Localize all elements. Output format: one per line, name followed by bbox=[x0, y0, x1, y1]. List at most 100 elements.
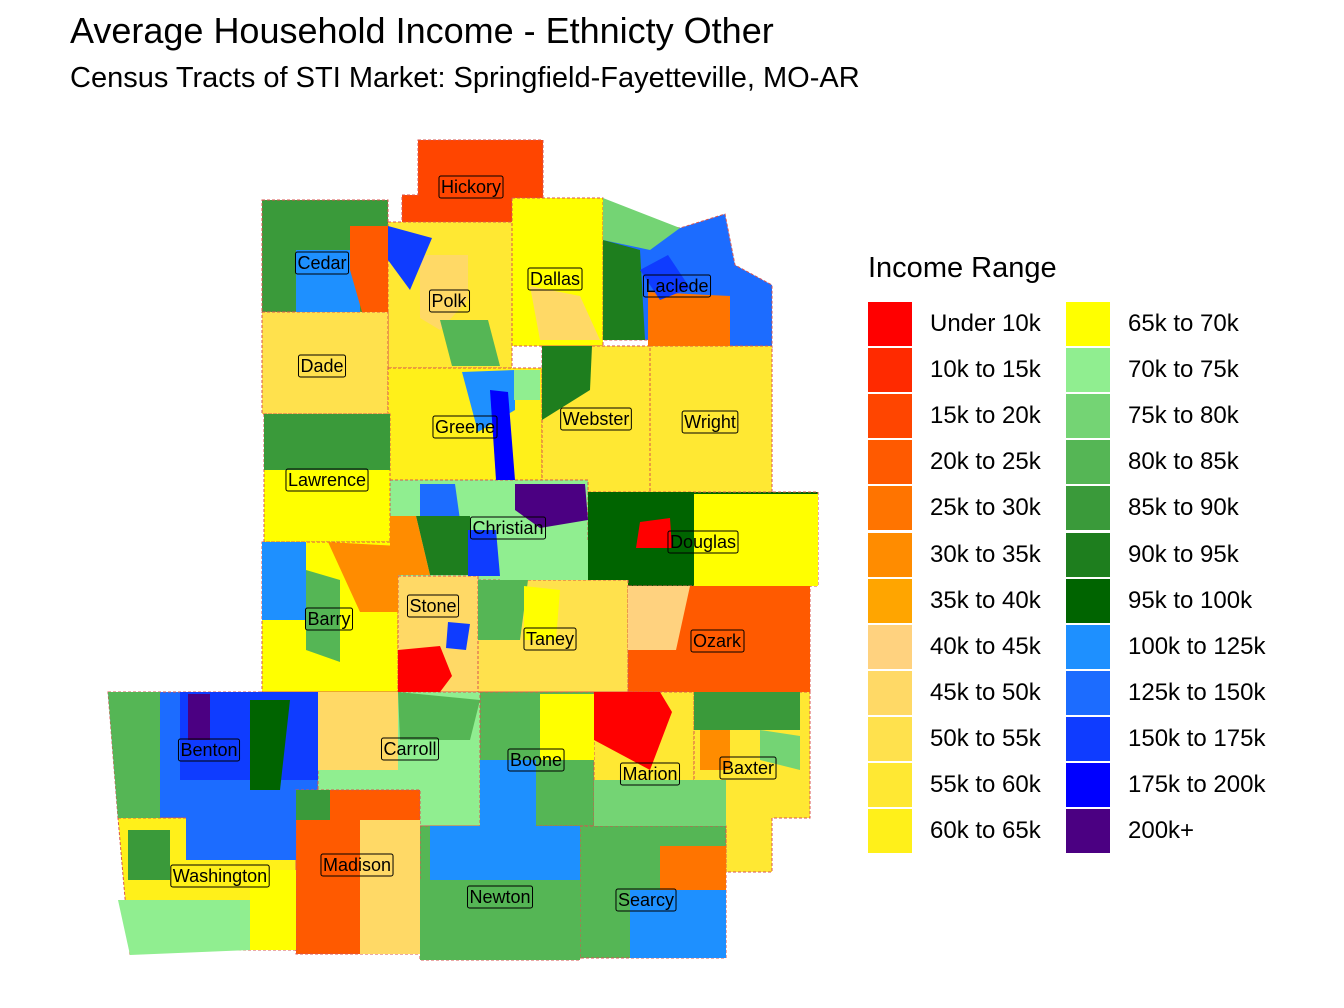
county-name: Dade bbox=[300, 356, 343, 376]
legend-swatch bbox=[868, 762, 912, 807]
legend-item: 30k to 35k bbox=[868, 531, 1066, 577]
tract-patch bbox=[296, 250, 360, 312]
legend-grid: Under 10k 10k to 15k 15k to 20k 20k to 25k 2… bbox=[868, 301, 1276, 854]
tract-patch bbox=[694, 692, 800, 730]
tract-patch bbox=[468, 530, 500, 576]
tract-patch bbox=[630, 890, 726, 958]
legend-swatch bbox=[868, 716, 912, 761]
county-label-christian: Christian bbox=[469, 516, 547, 540]
legend-label: 55k to 60k bbox=[930, 770, 1041, 798]
county-label-benton: Benton bbox=[177, 738, 241, 762]
legend-swatch bbox=[1066, 394, 1110, 439]
legend-item: 15k to 20k bbox=[868, 393, 1066, 439]
legend-label: 200k+ bbox=[1128, 817, 1195, 845]
county-name: Marion bbox=[622, 764, 677, 784]
county-name: Wright bbox=[684, 412, 736, 432]
legend-item: 90k to 95k bbox=[1066, 531, 1276, 577]
county-name: Taney bbox=[526, 629, 574, 649]
county-name: Newton bbox=[469, 887, 530, 907]
county-name: Stone bbox=[409, 596, 456, 616]
legend-label: Under 10k bbox=[930, 310, 1041, 338]
legend-label: 10k to 15k bbox=[930, 356, 1041, 384]
tract-patch bbox=[648, 292, 730, 346]
tract-patch bbox=[420, 880, 580, 960]
tract-patch bbox=[306, 570, 340, 662]
legend-swatch bbox=[868, 670, 912, 715]
legend-label: 95k to 100k bbox=[1128, 586, 1253, 614]
tract-patch bbox=[530, 286, 600, 340]
legend-item: 20k to 25k bbox=[868, 439, 1066, 485]
tract-patch bbox=[542, 346, 592, 420]
county-label-polk: Polk bbox=[428, 289, 471, 313]
county-label-wright: Wright bbox=[681, 410, 739, 434]
legend-label: 85k to 90k bbox=[1128, 494, 1239, 522]
legend-label: 150k to 175k bbox=[1128, 724, 1266, 752]
county-name: Benton bbox=[180, 740, 237, 760]
tract-patch bbox=[500, 540, 588, 580]
county-label-hickory: Hickory bbox=[438, 175, 504, 199]
legend-swatch bbox=[1066, 486, 1110, 531]
legend-swatch bbox=[1066, 624, 1110, 669]
tract-patch bbox=[660, 846, 726, 890]
legend-swatch bbox=[868, 440, 912, 485]
county-name: Boone bbox=[510, 750, 562, 770]
legend-title: Income Range bbox=[868, 252, 1057, 284]
tract-patch bbox=[628, 586, 690, 650]
county-name: Cedar bbox=[297, 253, 346, 273]
tract-patch bbox=[446, 622, 470, 650]
legend-item: 150k to 175k bbox=[1066, 716, 1276, 762]
county-label-marion: Marion bbox=[619, 762, 681, 786]
legend-item: Under 10k bbox=[868, 301, 1066, 347]
map-title: Average Household Income - Ethnicty Othe… bbox=[70, 10, 774, 51]
county-label-carroll: Carroll bbox=[380, 737, 440, 761]
tract-patch bbox=[350, 226, 388, 312]
tract-patch bbox=[540, 694, 594, 760]
tract-patch bbox=[478, 580, 528, 640]
legend-item: 100k to 125k bbox=[1066, 624, 1276, 670]
legend-label: 20k to 25k bbox=[930, 448, 1041, 476]
tract-patch bbox=[250, 700, 290, 790]
legend-label: 45k to 50k bbox=[930, 678, 1041, 706]
tract-patch bbox=[636, 518, 672, 548]
legend-item: 95k to 100k bbox=[1066, 578, 1276, 624]
county-label-searcy: Searcy bbox=[615, 888, 677, 912]
tract-patch bbox=[328, 542, 398, 612]
tract-patch bbox=[108, 692, 160, 818]
legend-swatch bbox=[868, 578, 912, 623]
tract-detail-layer bbox=[108, 198, 818, 960]
county-name: Baxter bbox=[722, 758, 774, 778]
legend-item: 175k to 200k bbox=[1066, 762, 1276, 808]
legend-swatch bbox=[868, 486, 912, 531]
county-label-ozark: Ozark bbox=[690, 629, 745, 653]
legend-item: 80k to 85k bbox=[1066, 439, 1276, 485]
tract-patch bbox=[264, 414, 390, 470]
tract-patch bbox=[694, 494, 818, 586]
county-name: Searcy bbox=[618, 890, 674, 910]
county-label-webster: Webster bbox=[560, 407, 632, 431]
tract-patch bbox=[690, 586, 810, 692]
legend-label: 35k to 40k bbox=[930, 586, 1041, 614]
county-name: Washington bbox=[173, 866, 267, 886]
county-label-boone: Boone bbox=[507, 748, 565, 772]
map-subtitle: Census Tracts of STI Market: Springfield… bbox=[70, 62, 860, 94]
county-label-laclede: Laclede bbox=[642, 274, 712, 298]
tract-patch bbox=[188, 694, 210, 740]
county-label-douglas: Douglas bbox=[667, 530, 739, 554]
county-label-dallas: Dallas bbox=[527, 267, 583, 291]
county-label-layer: Hickory Cedar Polk Dallas Laclede Dade Greene W… bbox=[170, 175, 777, 912]
tract-patch bbox=[440, 320, 500, 366]
legend-label: 80k to 85k bbox=[1128, 448, 1239, 476]
legend-label: 175k to 200k bbox=[1128, 770, 1266, 798]
county-name: Douglas bbox=[670, 532, 736, 552]
legend-swatch bbox=[1066, 716, 1110, 761]
tract-patch bbox=[480, 760, 536, 826]
legend-label: 60k to 65k bbox=[930, 817, 1041, 845]
legend-item: 35k to 40k bbox=[868, 578, 1066, 624]
legend-item: 85k to 90k bbox=[1066, 485, 1276, 531]
legend-item: 60k to 65k bbox=[868, 808, 1066, 854]
legend-swatch bbox=[1066, 440, 1110, 485]
legend-label: 30k to 35k bbox=[930, 540, 1041, 568]
tract-patch bbox=[603, 240, 645, 340]
tract-patch bbox=[262, 542, 306, 620]
legend-swatch bbox=[1066, 578, 1110, 623]
